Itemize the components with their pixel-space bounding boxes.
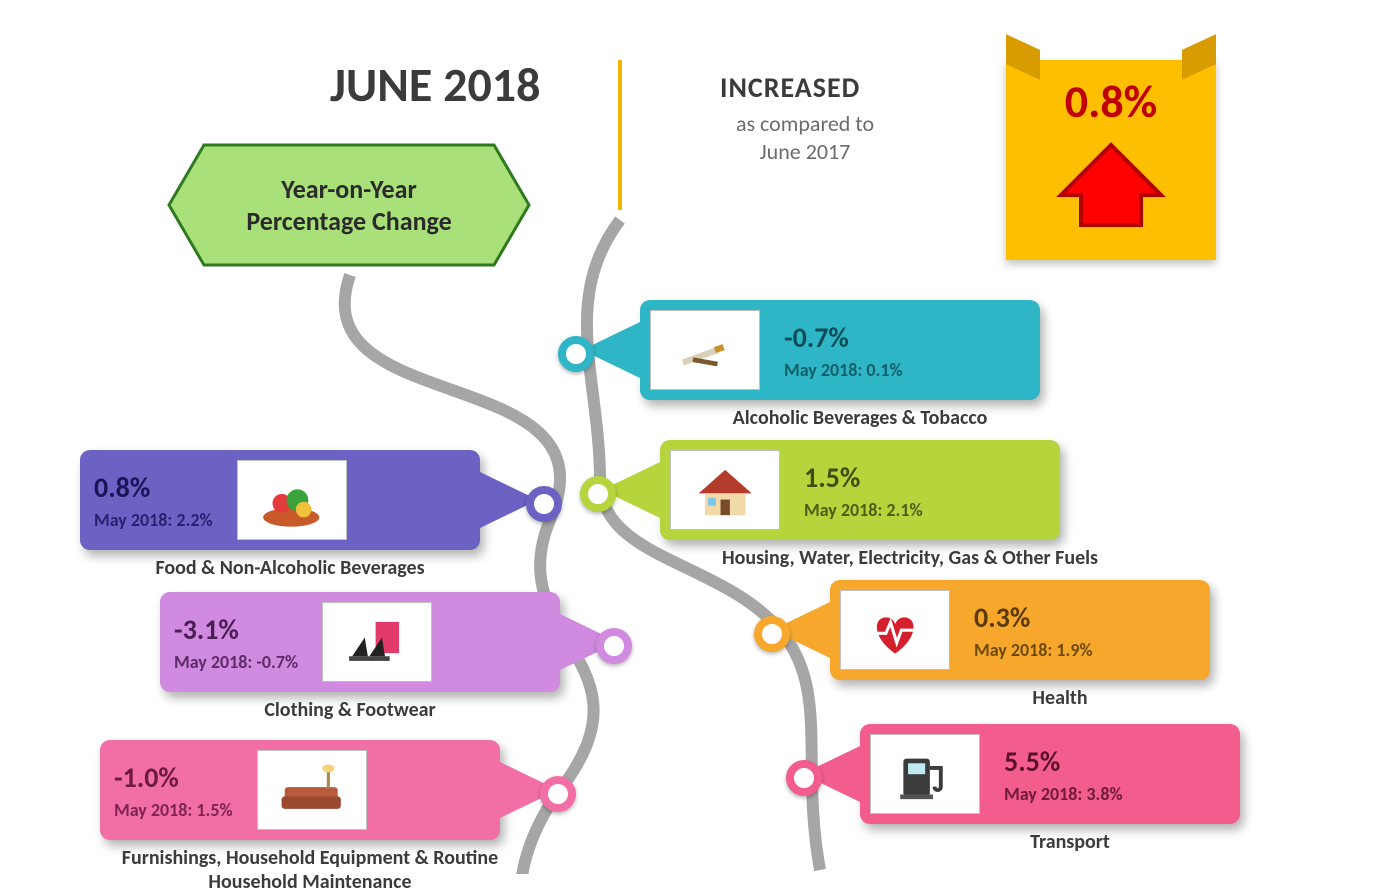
card-pct: -0.7%: [784, 320, 903, 355]
increased-label: INCREASED: [720, 70, 860, 105]
card-transport: 5.5% May 2018: 3.8%: [860, 724, 1240, 824]
card-food: 0.8% May 2018: 2.2%: [80, 450, 480, 550]
card-label: Housing, Water, Electricity, Gas & Other…: [660, 546, 1160, 570]
path-node: [596, 628, 632, 664]
hex-line1: Year-on-Year: [164, 173, 534, 205]
card-pct: 1.5%: [804, 460, 923, 495]
heart-icon: [840, 590, 950, 670]
path-node: [754, 616, 790, 652]
path-node: [558, 336, 594, 372]
compared-label: as compared to June 2017: [700, 110, 910, 165]
page-title: JUNE 2018: [330, 55, 540, 114]
house-icon: [670, 450, 780, 530]
tobacco-icon: [650, 310, 760, 390]
card-label: Transport: [1000, 830, 1140, 854]
card-prev: May 2018: 1.9%: [974, 639, 1093, 661]
hex-header: Year-on-Year Percentage Change: [164, 140, 534, 270]
headline-ribbon: 0.8%: [1006, 60, 1216, 260]
up-arrow-icon: [1056, 140, 1166, 230]
card-prev: May 2018: 3.8%: [1004, 783, 1123, 805]
card-pct: 0.3%: [974, 600, 1093, 635]
card-housing: 1.5% May 2018: 2.1%: [660, 440, 1060, 540]
card-label: Furnishings, Household Equipment & Routi…: [80, 846, 540, 894]
sofa-icon: [257, 750, 367, 830]
card-prev: May 2018: 2.2%: [94, 509, 213, 531]
food-icon: [237, 460, 347, 540]
card-clothing: -3.1% May 2018: -0.7%: [160, 592, 560, 692]
headline-pct: 0.8%: [1006, 74, 1216, 130]
card-alcohol: -0.7% May 2018: 0.1%: [640, 300, 1040, 400]
card-prev: May 2018: 1.5%: [114, 799, 233, 821]
card-prev: May 2018: 0.1%: [784, 359, 903, 381]
hex-line2: Percentage Change: [164, 205, 534, 237]
path-node: [786, 760, 822, 796]
card-pct: 0.8%: [94, 470, 213, 505]
path-node: [526, 486, 562, 522]
card-label: Clothing & Footwear: [220, 698, 480, 722]
card-furnishings: -1.0% May 2018: 1.5%: [100, 740, 500, 840]
shoes-icon: [322, 602, 432, 682]
card-label: Health: [1000, 686, 1120, 710]
card-label: Food & Non-Alcoholic Beverages: [100, 556, 480, 580]
path-node: [580, 476, 616, 512]
card-pct: 5.5%: [1004, 744, 1123, 779]
pump-icon: [870, 734, 980, 814]
card-health: 0.3% May 2018: 1.9%: [830, 580, 1210, 680]
card-prev: May 2018: -0.7%: [174, 651, 298, 673]
card-pct: -3.1%: [174, 612, 298, 647]
path-node: [540, 776, 576, 812]
card-pct: -1.0%: [114, 760, 233, 795]
card-prev: May 2018: 2.1%: [804, 499, 923, 521]
title-separator: [618, 60, 622, 210]
card-label: Alcoholic Beverages & Tobacco: [680, 406, 1040, 430]
